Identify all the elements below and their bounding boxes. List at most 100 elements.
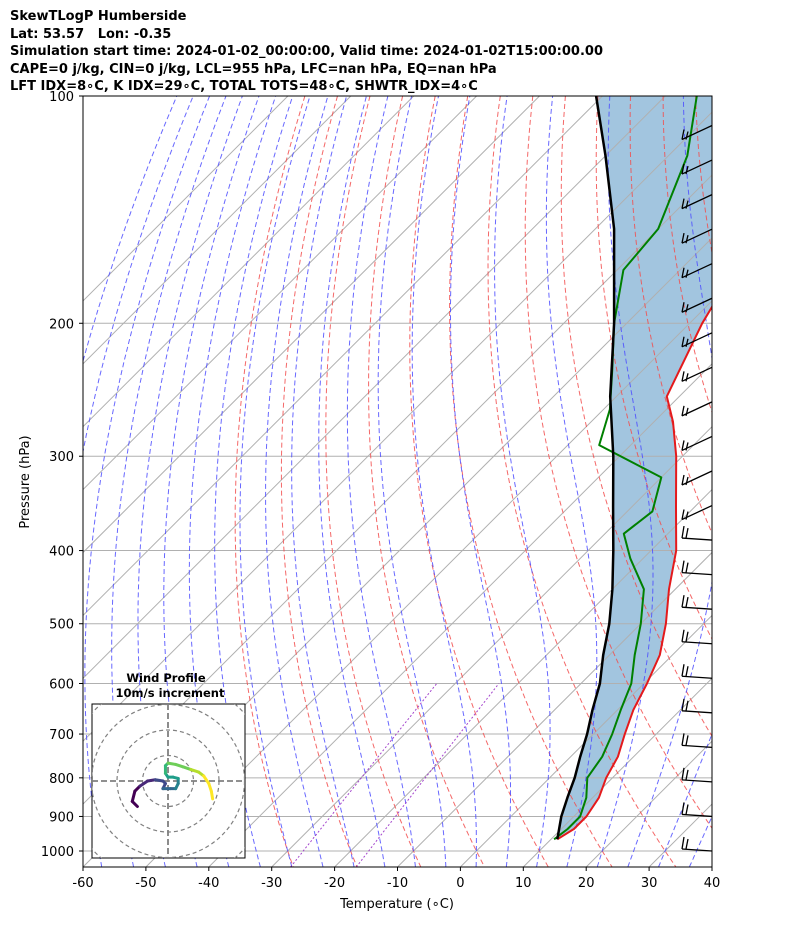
y-tick-label: 1000 [41, 845, 74, 860]
dry-adiabat-line [695, 96, 712, 256]
hodograph-title: Wind Profile [126, 671, 206, 685]
wind-barb-flag [685, 527, 689, 539]
y-tick-label: 800 [49, 772, 74, 787]
wind-barb-flag [685, 769, 689, 781]
wind-barb-flag [685, 700, 689, 711]
x-tick-label: -50 [135, 876, 156, 891]
isotherm-line [145, 300, 712, 867]
y-tick-label: 500 [49, 618, 74, 633]
moist-adiabat-line [377, 96, 447, 867]
wind-barb-flag [685, 597, 689, 608]
parcel-profile-line [556, 96, 616, 840]
wind-barb-flag [681, 129, 685, 140]
cape-line: CAPE=0 j/kg, CIN=0 j/kg, LCL=955 hPa, LF… [10, 61, 497, 77]
wind-barb-flag [681, 836, 685, 850]
dry-adiabat-line [761, 96, 794, 867]
wind-barb-shaft [681, 606, 713, 610]
wind-barb-flag [685, 165, 689, 175]
dry-adiabat-line [595, 96, 712, 641]
wind-barb-flag [681, 267, 685, 278]
isotherm-line [334, 488, 712, 867]
x-tick-label: -10 [387, 876, 408, 891]
hodograph-segment [202, 774, 211, 786]
dry-adiabat-line [234, 96, 306, 867]
wind-barb-flag [681, 440, 685, 451]
wind-barb-flag [681, 474, 685, 486]
wind-barb [681, 836, 713, 852]
wind-barb-flag [685, 234, 689, 244]
moist-adiabat-line [346, 96, 416, 867]
wind-barb-shaft [681, 641, 713, 645]
dry-adiabat-line [325, 96, 422, 867]
moist-adiabat-line [163, 96, 260, 867]
wind-barb-flag [681, 629, 685, 642]
x-tick-label: -20 [324, 876, 345, 891]
x-tick-label: -30 [261, 876, 282, 891]
isotherm-line [83, 96, 477, 491]
x-tick-label: -60 [72, 876, 93, 891]
moist-adiabat-line [239, 96, 311, 867]
wind-barb-flag [685, 442, 689, 451]
wind-barb [681, 332, 713, 348]
wind-barb-flag [685, 269, 689, 278]
wind-barb [681, 525, 713, 541]
chart-title: SkewTLogP Humberside [10, 9, 187, 24]
wind-barb-shaft [681, 571, 713, 576]
wind-barb-flag [685, 304, 689, 313]
wind-barb-flag [681, 233, 685, 244]
dewpoint-profile-line [553, 96, 698, 841]
hodograph-area [92, 704, 245, 858]
wind-barb [681, 767, 713, 783]
dry-adiabat-line [662, 96, 712, 414]
y-tick-label: 700 [49, 728, 74, 743]
wind-barb-flag [681, 595, 685, 608]
indices-line: LFT IDX=8∘C, K IDX=29∘C, TOTAL TOTS=48∘C… [10, 79, 478, 94]
x-tick-label: 0 [456, 876, 464, 891]
wind-barb-shaft [681, 848, 713, 852]
wind-barb-flag [685, 838, 689, 850]
wind-barb-flag [681, 525, 685, 539]
isotherm-line [208, 363, 712, 867]
wind-barb [681, 263, 713, 279]
y-tick-label: 200 [49, 317, 74, 332]
wind-barb [681, 401, 713, 417]
moist-adiabat-line [450, 96, 511, 867]
wind-barb-flag [685, 735, 689, 746]
x-tick-label: 20 [578, 876, 595, 891]
y-tick-label: 600 [49, 678, 74, 693]
isotherm-line [397, 551, 712, 867]
wind-barb [681, 733, 713, 749]
x-tick-label: 40 [704, 876, 721, 891]
wind-barb-flag [681, 733, 685, 746]
wind-barb [681, 366, 713, 382]
hodograph-segment [130, 789, 137, 803]
hodograph-segment [209, 789, 215, 801]
isotherm-line [271, 425, 712, 867]
wind-barb [681, 470, 713, 486]
dry-adiabat-line [524, 96, 712, 830]
isotherm-line [83, 96, 289, 302]
isotherm-line [775, 96, 794, 867]
moist-adiabat-line [291, 96, 355, 867]
wind-barb [681, 194, 713, 210]
moist-adiabat-line [658, 732, 712, 867]
moist-adiabat-line [596, 96, 654, 867]
wind-barb [681, 664, 713, 679]
wind-barb-flag [685, 511, 689, 520]
moist-adiabat-line [720, 96, 794, 867]
wind-barb-shaft [681, 744, 713, 749]
wind-barb-shaft [681, 537, 713, 541]
dry-adiabat-line [409, 96, 549, 867]
x-tick-label: 10 [515, 876, 532, 891]
dry-adiabat-line [560, 96, 712, 738]
isotherm-line [83, 96, 666, 680]
y-tick-label: 400 [49, 545, 74, 560]
wind-barb-flag [685, 373, 689, 382]
wind-barb-flag [681, 698, 685, 711]
moist-adiabat-line [411, 96, 477, 867]
dry-adiabat-line [280, 96, 358, 867]
wind-barb-flag [685, 562, 689, 573]
wind-barb-flag [681, 405, 685, 417]
isotherm-line [711, 866, 712, 867]
